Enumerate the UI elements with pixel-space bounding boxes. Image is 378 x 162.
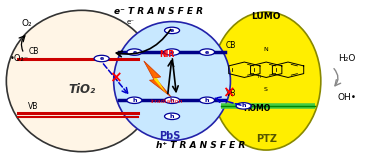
Text: h: h [132, 98, 136, 103]
Text: e⁻: e⁻ [127, 19, 135, 25]
Text: O₂: O₂ [22, 19, 33, 28]
Text: VB: VB [28, 102, 39, 111]
Text: h: h [170, 98, 174, 103]
Text: PTZ: PTZ [256, 134, 277, 144]
Ellipse shape [212, 12, 321, 150]
Text: e: e [132, 50, 136, 55]
Text: ×: × [109, 70, 122, 85]
Text: VB: VB [226, 89, 236, 98]
Text: S: S [263, 87, 267, 92]
Text: e: e [170, 50, 174, 55]
Text: h: h [242, 103, 246, 108]
Text: LUMO: LUMO [251, 12, 281, 21]
Text: h: h [170, 114, 174, 119]
Text: TiO₂: TiO₂ [68, 82, 95, 96]
Polygon shape [144, 61, 171, 97]
Circle shape [236, 103, 251, 109]
Circle shape [200, 49, 215, 55]
Text: e: e [170, 28, 174, 33]
Text: ×: × [222, 86, 234, 101]
Text: e: e [99, 56, 104, 61]
Text: e⁻ T R A N S F E R: e⁻ T R A N S F E R [115, 7, 203, 16]
Text: h: h [257, 74, 260, 79]
Text: h: h [205, 98, 209, 103]
Circle shape [164, 97, 180, 104]
Text: OH•: OH• [338, 93, 357, 102]
Ellipse shape [6, 10, 157, 152]
Text: irradiation: irradiation [150, 99, 183, 104]
Circle shape [164, 113, 180, 120]
Circle shape [94, 55, 109, 62]
Text: •O₂⁻: •O₂⁻ [10, 54, 29, 63]
Text: PbS: PbS [159, 131, 180, 141]
Text: HOMO: HOMO [243, 104, 270, 113]
Text: H₂O: H₂O [338, 54, 355, 63]
Circle shape [127, 49, 142, 55]
Circle shape [127, 97, 142, 104]
Text: NIR: NIR [159, 50, 174, 59]
Text: N: N [264, 47, 269, 52]
Text: h⁺ T R A N S F E R: h⁺ T R A N S F E R [156, 141, 245, 150]
Circle shape [200, 97, 215, 104]
Text: CB: CB [28, 47, 39, 56]
Circle shape [164, 49, 180, 55]
Ellipse shape [114, 22, 231, 140]
Polygon shape [149, 64, 166, 94]
Text: e: e [205, 50, 209, 55]
Circle shape [164, 27, 180, 34]
Text: CB: CB [226, 41, 236, 50]
